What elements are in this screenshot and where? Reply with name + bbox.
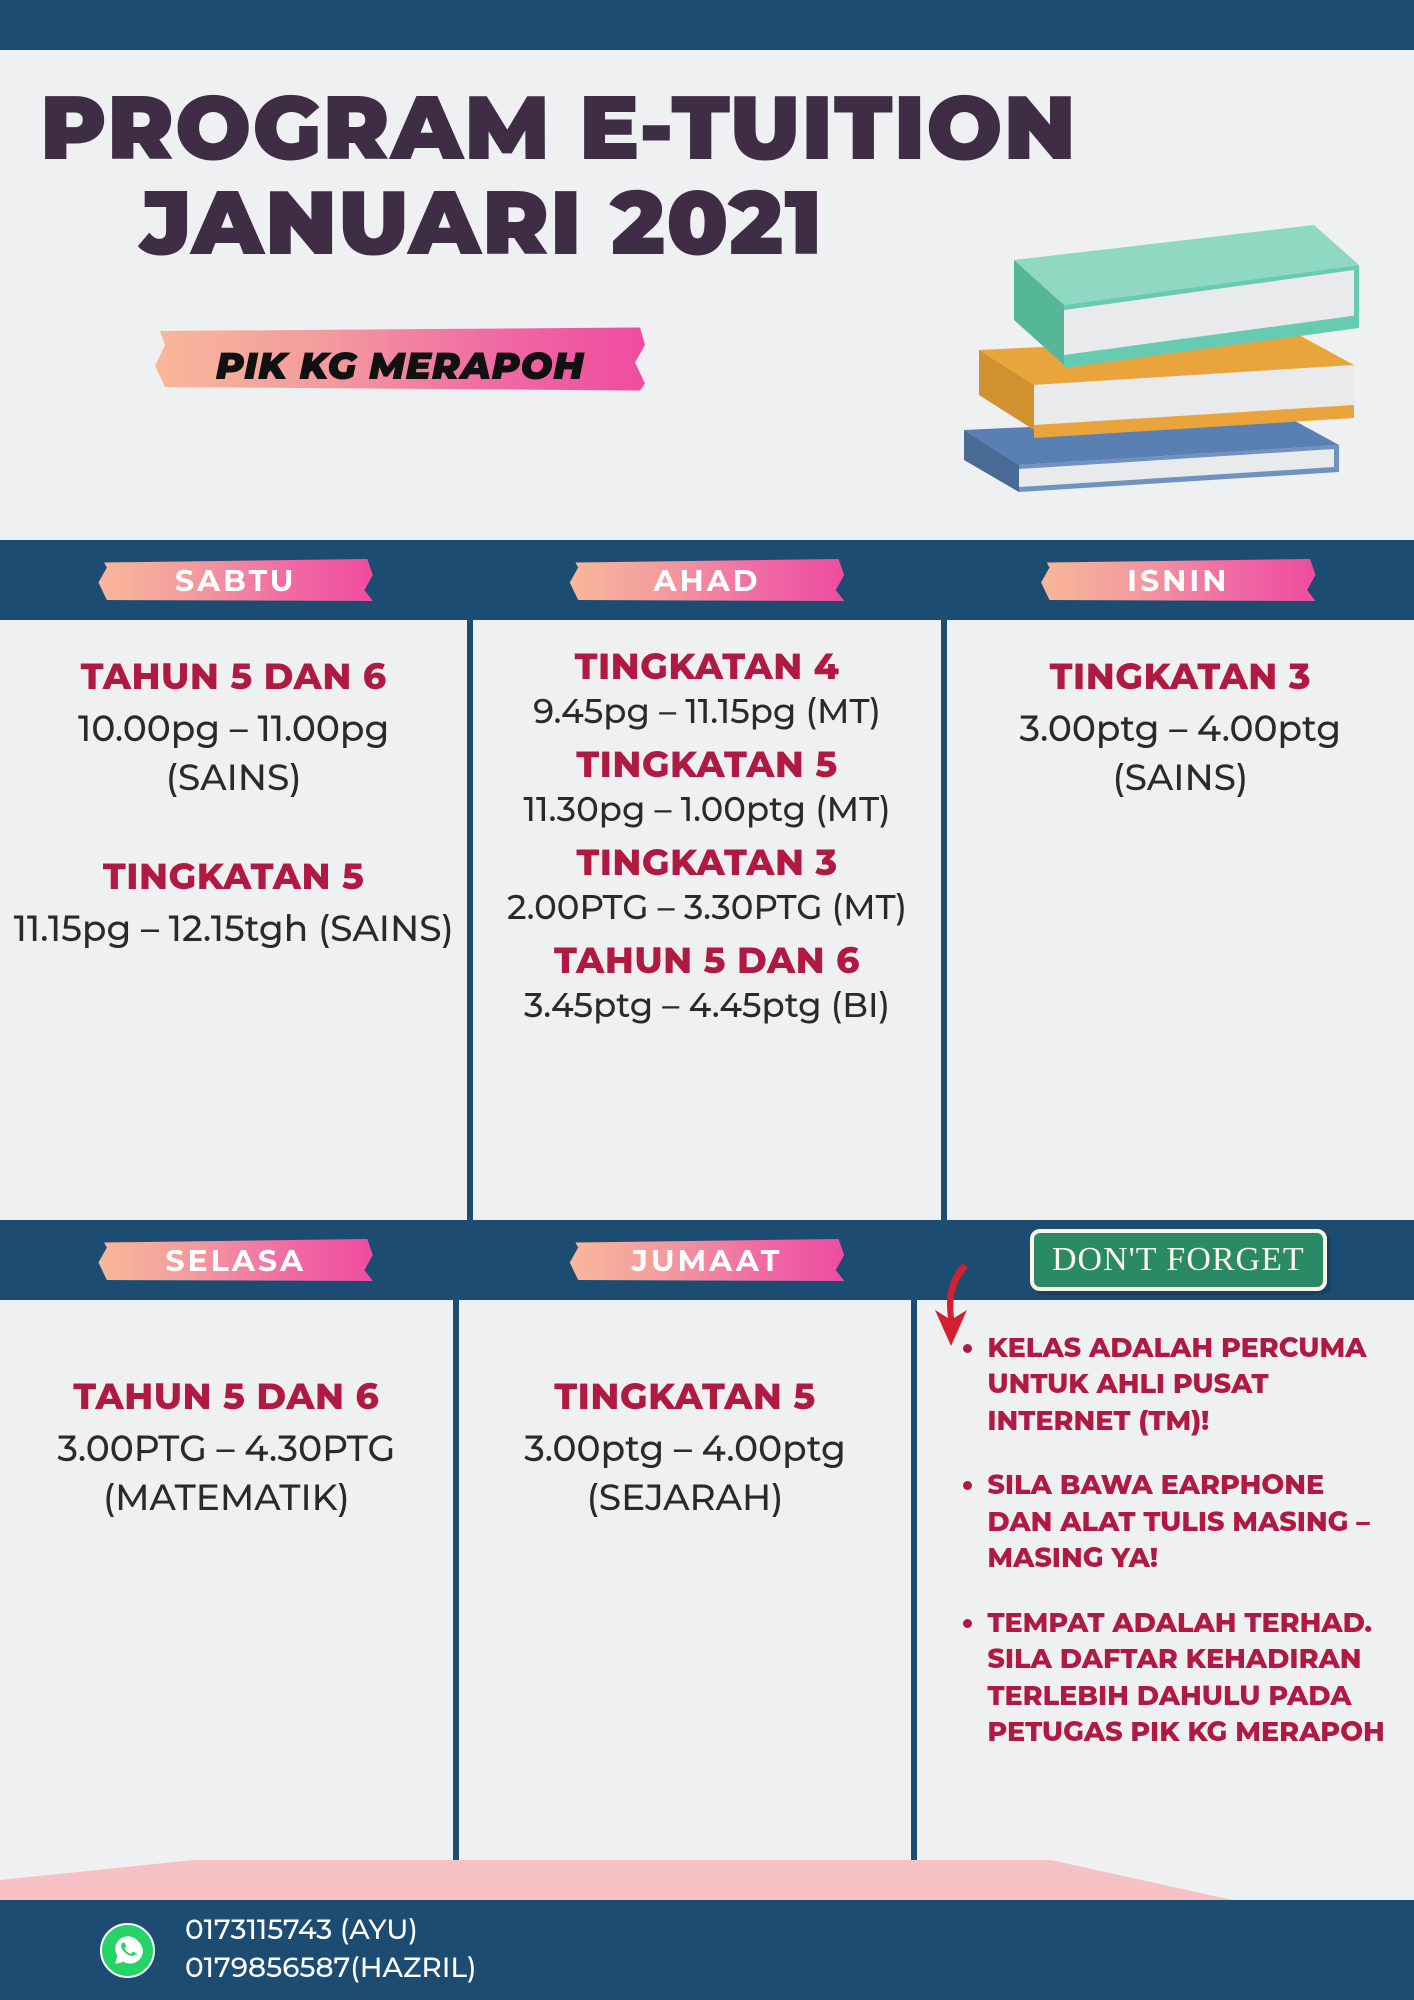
cell-ahad: TINGKATAN 4 9.45pg – 11.15pg (MT) TINGKA…	[473, 620, 946, 1220]
time-text: 3.00ptg – 4.00ptg (SEJARAH)	[467, 1425, 904, 1522]
day-label: AHAD	[654, 562, 761, 599]
level-title: TINGKATAN 3	[955, 655, 1406, 699]
contacts: 0173115743 (AYU) 0179856587(HAZRIL)	[185, 1912, 476, 1988]
header: PROGRAM E-TUITION JANUARI 2021 PIK KG ME…	[0, 50, 1414, 540]
cell-notes: KELAS ADALAH PERCUMA UNTUK AHLI PUSAT IN…	[917, 1300, 1414, 1860]
day-header-sabtu: SABTU	[0, 540, 471, 620]
day-header-isnin: ISNIN	[943, 540, 1414, 620]
schedule-row-2: TAHUN 5 DAN 6 3.00PTG – 4.30PTG (MATEMAT…	[0, 1300, 1414, 1860]
subtitle-area: PIK KG MERAPOH	[150, 324, 650, 394]
schedule-row-1: TAHUN 5 DAN 6 10.00pg – 11.00pg (SAINS) …	[0, 620, 1414, 1220]
day-header-jumaat: JUMAAT	[471, 1220, 942, 1300]
level-title: TAHUN 5 DAN 6	[8, 1375, 445, 1419]
cell-selasa: TAHUN 5 DAN 6 3.00PTG – 4.30PTG (MATEMAT…	[0, 1300, 459, 1860]
day-header-row-1: SABTU AHAD ISNIN	[0, 540, 1414, 620]
time-text: 11.15pg – 12.15tgh (SAINS)	[8, 905, 459, 954]
day-label: SABTU	[175, 562, 296, 599]
time-text: 3.45ptg – 4.45ptg (BI)	[481, 983, 932, 1029]
day-label: SELASA	[165, 1242, 306, 1279]
note-item: KELAS ADALAH PERCUMA UNTUK AHLI PUSAT IN…	[987, 1330, 1394, 1439]
books-icon	[944, 170, 1364, 510]
level-title: TINGKATAN 5	[481, 743, 932, 787]
day-header-dont-forget: DON'T FORGET	[943, 1220, 1414, 1300]
day-header-selasa: SELASA	[0, 1220, 471, 1300]
day-label: ISNIN	[1127, 562, 1229, 599]
level-title: TAHUN 5 DAN 6	[8, 655, 459, 699]
level-title: TINGKATAN 5	[467, 1375, 904, 1419]
title-line1: PROGRAM E-TUITION	[40, 80, 1374, 175]
time-text: 9.45pg – 11.15pg (MT)	[481, 689, 932, 735]
time-text: 10.00pg – 11.00pg (SAINS)	[8, 705, 459, 802]
level-title: TINGKATAN 3	[481, 841, 932, 885]
time-text: 3.00ptg – 4.00ptg (SAINS)	[955, 705, 1406, 802]
time-text: 11.30pg – 1.00ptg (MT)	[481, 787, 932, 833]
arrow-icon	[923, 1258, 983, 1348]
notes-list: KELAS ADALAH PERCUMA UNTUK AHLI PUSAT IN…	[957, 1330, 1394, 1750]
cell-sabtu: TAHUN 5 DAN 6 10.00pg – 11.00pg (SAINS) …	[0, 620, 473, 1220]
day-header-row-2: SELASA JUMAAT DON'T FORGET	[0, 1220, 1414, 1300]
time-text: 2.00PTG – 3.30PTG (MT)	[481, 885, 932, 931]
cell-jumaat: TINGKATAN 5 3.00ptg – 4.00ptg (SEJARAH)	[459, 1300, 918, 1860]
level-title: TINGKATAN 5	[8, 855, 459, 899]
note-item: TEMPAT ADALAH TERHAD. SILA DAFTAR KEHADI…	[987, 1605, 1394, 1751]
subtitle-text: PIK KG MERAPOH	[150, 342, 650, 389]
contact-2: 0179856587(HAZRIL)	[185, 1950, 476, 1988]
note-item: SILA BAWA EARPHONE DAN ALAT TULIS MASING…	[987, 1467, 1394, 1576]
dont-forget-sign: DON'T FORGET	[1030, 1229, 1327, 1291]
day-label: JUMAAT	[632, 1242, 783, 1279]
whatsapp-icon	[100, 1923, 155, 1978]
time-text: 3.00PTG – 4.30PTG (MATEMATIK)	[8, 1425, 445, 1522]
cell-isnin: TINGKATAN 3 3.00ptg – 4.00ptg (SAINS)	[947, 620, 1414, 1220]
day-header-ahad: AHAD	[471, 540, 942, 620]
footer-bar: 0173115743 (AYU) 0179856587(HAZRIL)	[0, 1900, 1414, 2000]
top-bar	[0, 0, 1414, 50]
level-title: TINGKATAN 4	[481, 645, 932, 689]
page-root: PROGRAM E-TUITION JANUARI 2021 PIK KG ME…	[0, 0, 1414, 1860]
level-title: TAHUN 5 DAN 6	[481, 939, 932, 983]
contact-1: 0173115743 (AYU)	[185, 1912, 476, 1950]
